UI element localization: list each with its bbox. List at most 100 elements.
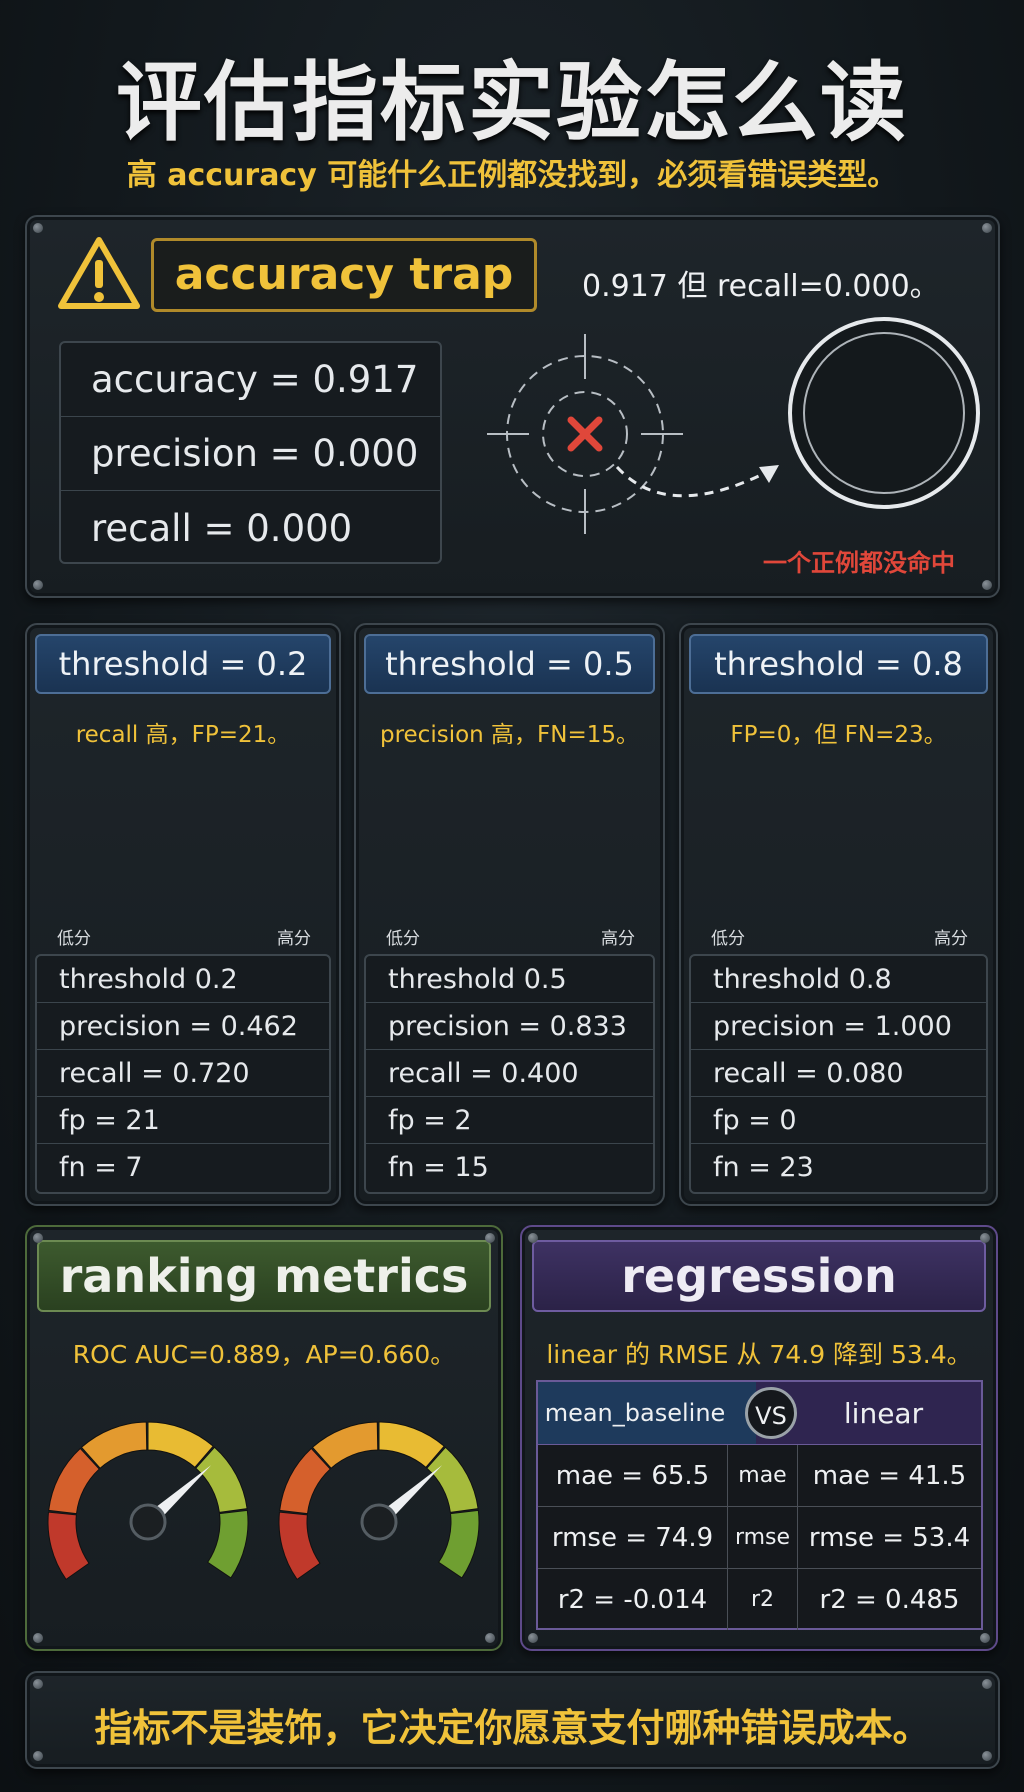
threshold-panel: threshold = 0.2 recall 高，FP=21。 低分 高分 thresh… <box>25 623 341 1206</box>
table-row: recall = 0.720 <box>37 1050 329 1097</box>
table-row: fp = 21 <box>37 1097 329 1144</box>
screw <box>33 1751 43 1761</box>
target-circle <box>788 317 980 509</box>
metrics-box: accuracy = 0.917 precision = 0.000 recall … <box>59 341 442 564</box>
table-row: precision = 0.833 <box>366 1003 653 1050</box>
gauge-hub <box>360 1503 398 1541</box>
target-circle-inner <box>803 332 965 494</box>
miss-mark <box>567 416 603 452</box>
table-row: mae = 65.5 mae mae = 41.5 <box>538 1445 981 1507</box>
header-cell: mean_baseline <box>538 1382 756 1444</box>
gauges <box>47 1421 480 1581</box>
screw <box>980 1233 990 1243</box>
miss-arrow <box>615 465 768 498</box>
screw <box>982 223 992 233</box>
metric-row: recall = 0.000 <box>91 506 353 550</box>
footer-text: 指标不是装饰，它决定你愿意支付哪种错误成本。 <box>94 1706 931 1750</box>
regression-table: mean_baseline VS linear mae = 65.5 mae mae = … <box>536 1380 983 1630</box>
warning-bar <box>95 260 103 288</box>
table-row: recall = 0.400 <box>366 1050 653 1097</box>
screw <box>982 580 992 590</box>
table-row: fp = 0 <box>691 1097 986 1144</box>
trap-badge: accuracy trap <box>151 238 537 312</box>
threshold-tab: threshold = 0.5 <box>364 634 655 694</box>
threshold-tab: threshold = 0.2 <box>35 634 331 694</box>
metric-row: accuracy = 0.917 <box>61 343 440 417</box>
table-row: fn = 7 <box>59 1152 143 1183</box>
ranking-note: ROC AUC=0.889，AP=0.660。 <box>72 1340 456 1369</box>
screw <box>33 580 43 590</box>
gauge-segment <box>206 1509 249 1579</box>
screw <box>980 1633 990 1643</box>
axis-low: 低分 <box>711 929 745 949</box>
gauge-segment <box>278 1511 321 1581</box>
threshold-table: threshold 0.8 precision = 1.000 recall = 0… <box>689 954 988 1194</box>
table-row: precision = 1.000 <box>691 1003 986 1050</box>
axis-high: 高分 <box>934 929 968 949</box>
screw <box>982 1679 992 1689</box>
table-row: fn = 23 <box>713 1152 814 1183</box>
gauge-segment <box>426 1446 479 1513</box>
target-ring <box>542 391 628 477</box>
vs-badge: VS <box>745 1387 797 1439</box>
gauge-segment <box>147 1421 214 1469</box>
axis-low: 低分 <box>386 929 420 949</box>
table-cell: mae = 65.5 <box>538 1445 728 1506</box>
threshold-table: threshold 0.2 precision = 0.462 recall = 0… <box>35 954 331 1194</box>
table-row: recall = 0.080 <box>691 1050 986 1097</box>
screw <box>485 1233 495 1243</box>
screw <box>33 1679 43 1689</box>
table-header: mean_baseline VS linear <box>538 1382 981 1445</box>
gauge-segment <box>279 1447 331 1515</box>
warning-icon <box>58 237 140 309</box>
gauge-segment <box>311 1421 379 1469</box>
table-row: r2 = -0.014 r2 r2 = 0.485 <box>538 1569 981 1630</box>
threshold-tab: threshold = 0.8 <box>689 634 988 694</box>
arrow-head <box>759 465 779 483</box>
metric-row: precision = 0.000 <box>61 417 440 491</box>
table-row: rmse = 74.9 rmse rmse = 53.4 <box>538 1507 981 1569</box>
screw <box>982 1751 992 1761</box>
trap-caption: 一个正例都没命中 <box>763 549 955 577</box>
table-row: fn = 15 <box>388 1152 489 1183</box>
table-row: threshold 0.2 <box>37 956 329 1003</box>
trap-note: 0.917 但 recall=0.000。 <box>582 269 940 304</box>
gauge-segment <box>195 1446 248 1513</box>
table-cell: r2 = 0.485 <box>819 1584 960 1615</box>
regression-panel: regression linear 的 RMSE 从 74.9 降到 53.4。… <box>520 1225 998 1651</box>
threshold-note: FP=0，但 FN=23。 <box>730 722 947 748</box>
gauge-segment <box>80 1421 148 1469</box>
screw <box>33 223 43 233</box>
warning-dot <box>94 292 104 302</box>
table-cell: r2 = -0.014 <box>538 1569 728 1630</box>
table-cell: r2 <box>728 1569 798 1630</box>
ranking-panel: ranking metrics ROC AUC=0.889，AP=0.660。 <box>25 1225 503 1651</box>
ranking-title: ranking metrics <box>37 1240 491 1312</box>
warning-triangle <box>58 237 140 309</box>
threshold-note: precision 高，FN=15。 <box>379 722 640 748</box>
table-cell: rmse = 74.9 <box>538 1507 728 1568</box>
gauge-hub <box>129 1503 167 1541</box>
axis-low: 低分 <box>57 929 91 949</box>
table-row: fp = 2 <box>366 1097 653 1144</box>
screw <box>33 1233 43 1243</box>
table-row: threshold 0.8 <box>691 956 986 1003</box>
gauge-segment <box>378 1421 445 1469</box>
screw <box>528 1633 538 1643</box>
title: 评估指标实验怎么读 <box>116 53 908 153</box>
regression-note: linear 的 RMSE 从 74.9 降到 53.4。 <box>546 1340 972 1369</box>
gauge-segment <box>437 1509 480 1579</box>
threshold-panel: threshold = 0.5 precision 高，FN=15。低分 高分 thr… <box>354 623 665 1206</box>
axis-high: 高分 <box>601 929 635 949</box>
threshold-table: threshold 0.5 precision = 0.833 recall = 0… <box>364 954 655 1194</box>
screw <box>528 1233 538 1243</box>
table-cell: rmse = 53.4 <box>808 1522 971 1553</box>
header-cell: linear <box>756 1382 981 1444</box>
subtitle: 高 accuracy 可能什么正例都没找到，必须看错误类型。 <box>126 158 898 193</box>
gauge-segment <box>47 1511 90 1581</box>
threshold-panel: threshold = 0.8 FP=0，但 FN=23。低分 高分 threshol… <box>679 623 998 1206</box>
screw <box>485 1633 495 1643</box>
footer-panel: 指标不是装饰，它决定你愿意支付哪种错误成本。 <box>25 1671 1000 1769</box>
table-cell: mae <box>728 1445 798 1506</box>
